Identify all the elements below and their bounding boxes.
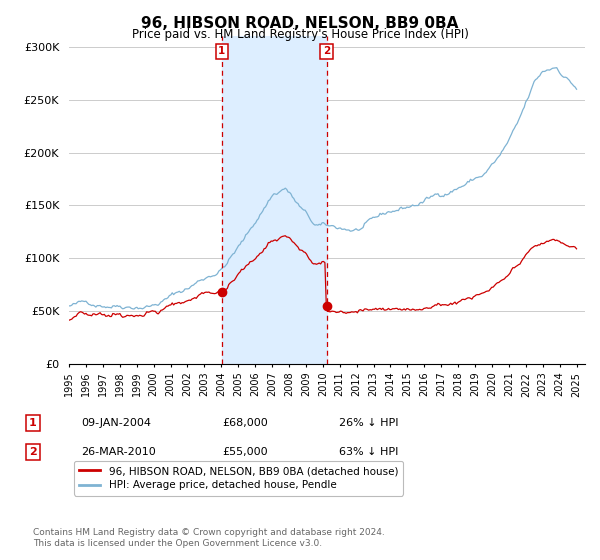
- Text: 09-JAN-2004: 09-JAN-2004: [81, 418, 151, 428]
- Text: 2: 2: [29, 447, 37, 457]
- Text: Price paid vs. HM Land Registry's House Price Index (HPI): Price paid vs. HM Land Registry's House …: [131, 28, 469, 41]
- Text: 1: 1: [29, 418, 37, 428]
- Text: 63% ↓ HPI: 63% ↓ HPI: [339, 447, 398, 457]
- Bar: [222, 36, 326, 364]
- Text: £55,000: £55,000: [222, 447, 268, 457]
- Text: 1: 1: [218, 46, 226, 56]
- Text: £68,000: £68,000: [222, 418, 268, 428]
- Legend: 96, HIBSON ROAD, NELSON, BB9 0BA (detached house), HPI: Average price, detached : 96, HIBSON ROAD, NELSON, BB9 0BA (detach…: [74, 461, 403, 496]
- Text: 26% ↓ HPI: 26% ↓ HPI: [339, 418, 398, 428]
- Text: 2: 2: [323, 46, 330, 56]
- Text: 96, HIBSON ROAD, NELSON, BB9 0BA: 96, HIBSON ROAD, NELSON, BB9 0BA: [142, 16, 458, 31]
- Text: 26-MAR-2010: 26-MAR-2010: [81, 447, 156, 457]
- Text: Contains HM Land Registry data © Crown copyright and database right 2024.
This d: Contains HM Land Registry data © Crown c…: [33, 528, 385, 548]
